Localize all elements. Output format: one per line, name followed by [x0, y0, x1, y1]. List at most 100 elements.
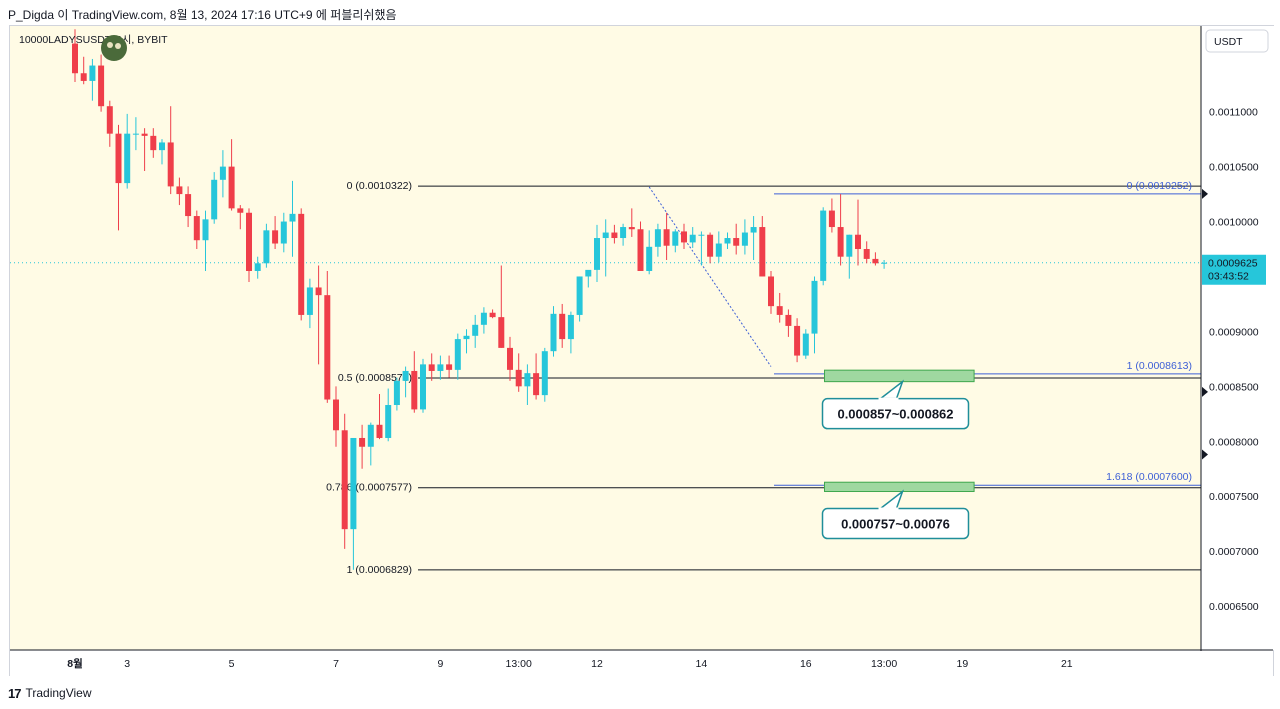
candle-body — [263, 230, 270, 264]
time-tick-label: 19 — [957, 658, 969, 670]
candle-body — [341, 430, 348, 530]
candle-body — [855, 234, 861, 250]
callout-joint — [878, 507, 899, 511]
candle-body — [115, 133, 122, 184]
candle — [193, 210, 200, 250]
time-tick-label: 21 — [1061, 658, 1073, 670]
candle — [811, 276, 818, 354]
candle-body — [881, 262, 888, 264]
candle-body — [837, 227, 844, 257]
price-tick-label: 0.0007000 — [1209, 546, 1259, 558]
avatar-circle — [101, 35, 127, 61]
candle-body — [402, 370, 409, 381]
candle-body — [411, 370, 418, 410]
zone-layer — [824, 369, 975, 493]
candle — [98, 54, 105, 112]
candle-body — [811, 280, 818, 334]
fib-level-label: 0 (0.0010322) — [347, 180, 412, 192]
candle — [828, 198, 835, 233]
last-price-value: 0.0009625 — [1208, 258, 1258, 270]
publish-caption: P_Digda 이 TradingView.com, 8월 13, 2024 1… — [8, 8, 397, 22]
price-tick-label: 0.0010000 — [1209, 217, 1259, 229]
price-tick-label: 0.0010500 — [1209, 162, 1259, 174]
candle — [324, 270, 331, 403]
candle-body — [733, 238, 740, 246]
candle — [228, 139, 235, 211]
candle-body — [715, 243, 722, 257]
candle-body — [681, 231, 687, 243]
candle-body — [846, 234, 853, 257]
candle-body — [280, 221, 287, 244]
candle — [115, 124, 122, 231]
candle — [855, 199, 861, 266]
candle-body — [185, 194, 192, 217]
candle-body — [89, 65, 96, 81]
candle-body — [828, 210, 835, 228]
candle-body — [741, 232, 748, 246]
fib-level-label: 0.786 (0.0007577) — [326, 482, 412, 494]
axis-layer: 10000LADYSUSDT, 4시, BYBIT USDT 0.0011000 0.… — [10, 26, 1274, 676]
candle-body — [176, 186, 183, 195]
candle-body — [559, 313, 566, 340]
candle-body — [289, 213, 296, 222]
candle-body — [785, 314, 792, 326]
candle — [611, 224, 618, 244]
candle-body — [385, 405, 392, 438]
candle — [306, 278, 313, 329]
price-tick-label: 0.0011000 — [1209, 107, 1258, 119]
candle-body — [350, 437, 357, 530]
candle-body — [541, 351, 548, 396]
candle — [602, 219, 609, 277]
candle-body — [515, 369, 522, 387]
price-tick-label: 0.0008000 — [1209, 436, 1259, 448]
candle-body — [333, 399, 339, 431]
candle-body — [272, 230, 279, 244]
currency-box — [1205, 29, 1269, 53]
fib-level-label: 1 (0.0006829) — [347, 564, 412, 576]
candle-body — [602, 232, 609, 239]
candle-body — [298, 213, 305, 315]
price-tick-label: 0.0007500 — [1209, 491, 1259, 503]
candle-body — [550, 313, 557, 352]
candle — [298, 208, 305, 321]
candle-body — [628, 227, 635, 230]
candle — [620, 223, 627, 246]
candle-body — [237, 208, 244, 213]
candle — [272, 216, 279, 250]
candle — [741, 219, 748, 255]
candle — [472, 314, 479, 348]
candle-body — [246, 212, 252, 271]
candle — [802, 329, 809, 359]
price-tick-label: 0.0006500 — [1209, 601, 1259, 613]
candle-body — [367, 424, 374, 447]
candle — [646, 230, 653, 275]
candle — [768, 270, 774, 314]
candle-body — [646, 246, 653, 271]
candle-body — [454, 339, 461, 370]
candle-body — [620, 227, 627, 239]
tradingview-brand[interactable]: 17 TradingView — [8, 684, 92, 702]
brand-name: TradingView — [25, 686, 92, 700]
candle-body — [106, 106, 113, 134]
candle — [733, 223, 740, 255]
candle — [524, 364, 531, 406]
candle-body — [576, 276, 583, 315]
time-tick-label: 9 — [437, 658, 443, 670]
candle — [185, 186, 192, 228]
candle-body — [750, 227, 757, 233]
candle — [428, 353, 435, 381]
fib-level-label: 0.5 (0.0008576) — [338, 372, 412, 384]
candle-body — [759, 227, 766, 277]
tradingview-logo-icon: 17 — [8, 685, 22, 701]
candle — [454, 333, 461, 380]
candle-body — [768, 276, 774, 307]
candle — [333, 386, 339, 447]
candle — [507, 336, 513, 381]
candle — [820, 207, 827, 286]
candle — [402, 366, 409, 398]
candle-body — [472, 324, 479, 336]
candle — [359, 424, 366, 469]
candle-body — [689, 234, 696, 243]
candle-body — [663, 229, 670, 246]
